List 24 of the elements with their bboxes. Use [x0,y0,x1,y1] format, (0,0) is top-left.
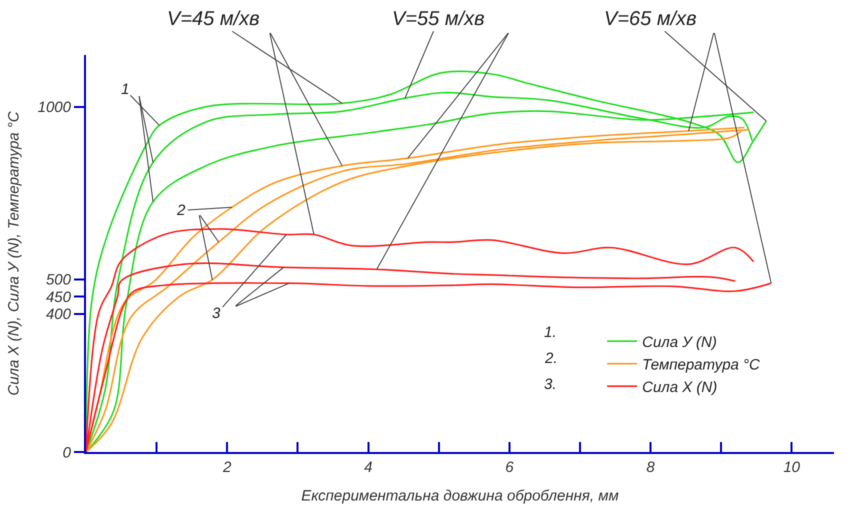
annotation: V=45 м/хв [167,8,260,30]
x-tick-label: 4 [364,459,372,476]
y-tick-label: 500 [46,272,72,289]
y-tick-label: 1000 [38,99,72,116]
y-tick-label: 0 [62,444,72,462]
x-tick-label: 8 [646,459,656,476]
annotation: 1 [121,81,130,98]
annotation: 2 [176,202,186,219]
x-tick-label: 6 [505,459,514,476]
annotation: V=65 м/хв [604,8,697,30]
y-tick-label: 450 [46,288,72,306]
x-tick-label: 2 [222,459,232,476]
annotation: 2. [544,350,558,367]
legend-label: Температура °С [642,356,760,374]
x-axis-title: Експериментальна довжина оброблення, мм [301,488,619,504]
legend-label: Сила X (N) [642,379,718,396]
annotation: 3. [544,376,557,393]
x-tick-label: 10 [783,459,801,476]
annotation: V=55 м/хв [392,8,485,30]
annotation: 3 [212,305,221,322]
annotation: 1. [544,324,557,341]
legend-label: Сила У (N) [642,334,717,352]
y-axis-title: Сила X (N), Сила У (N), Температура °С [5,111,22,396]
y-tick-label: 400 [46,306,72,324]
